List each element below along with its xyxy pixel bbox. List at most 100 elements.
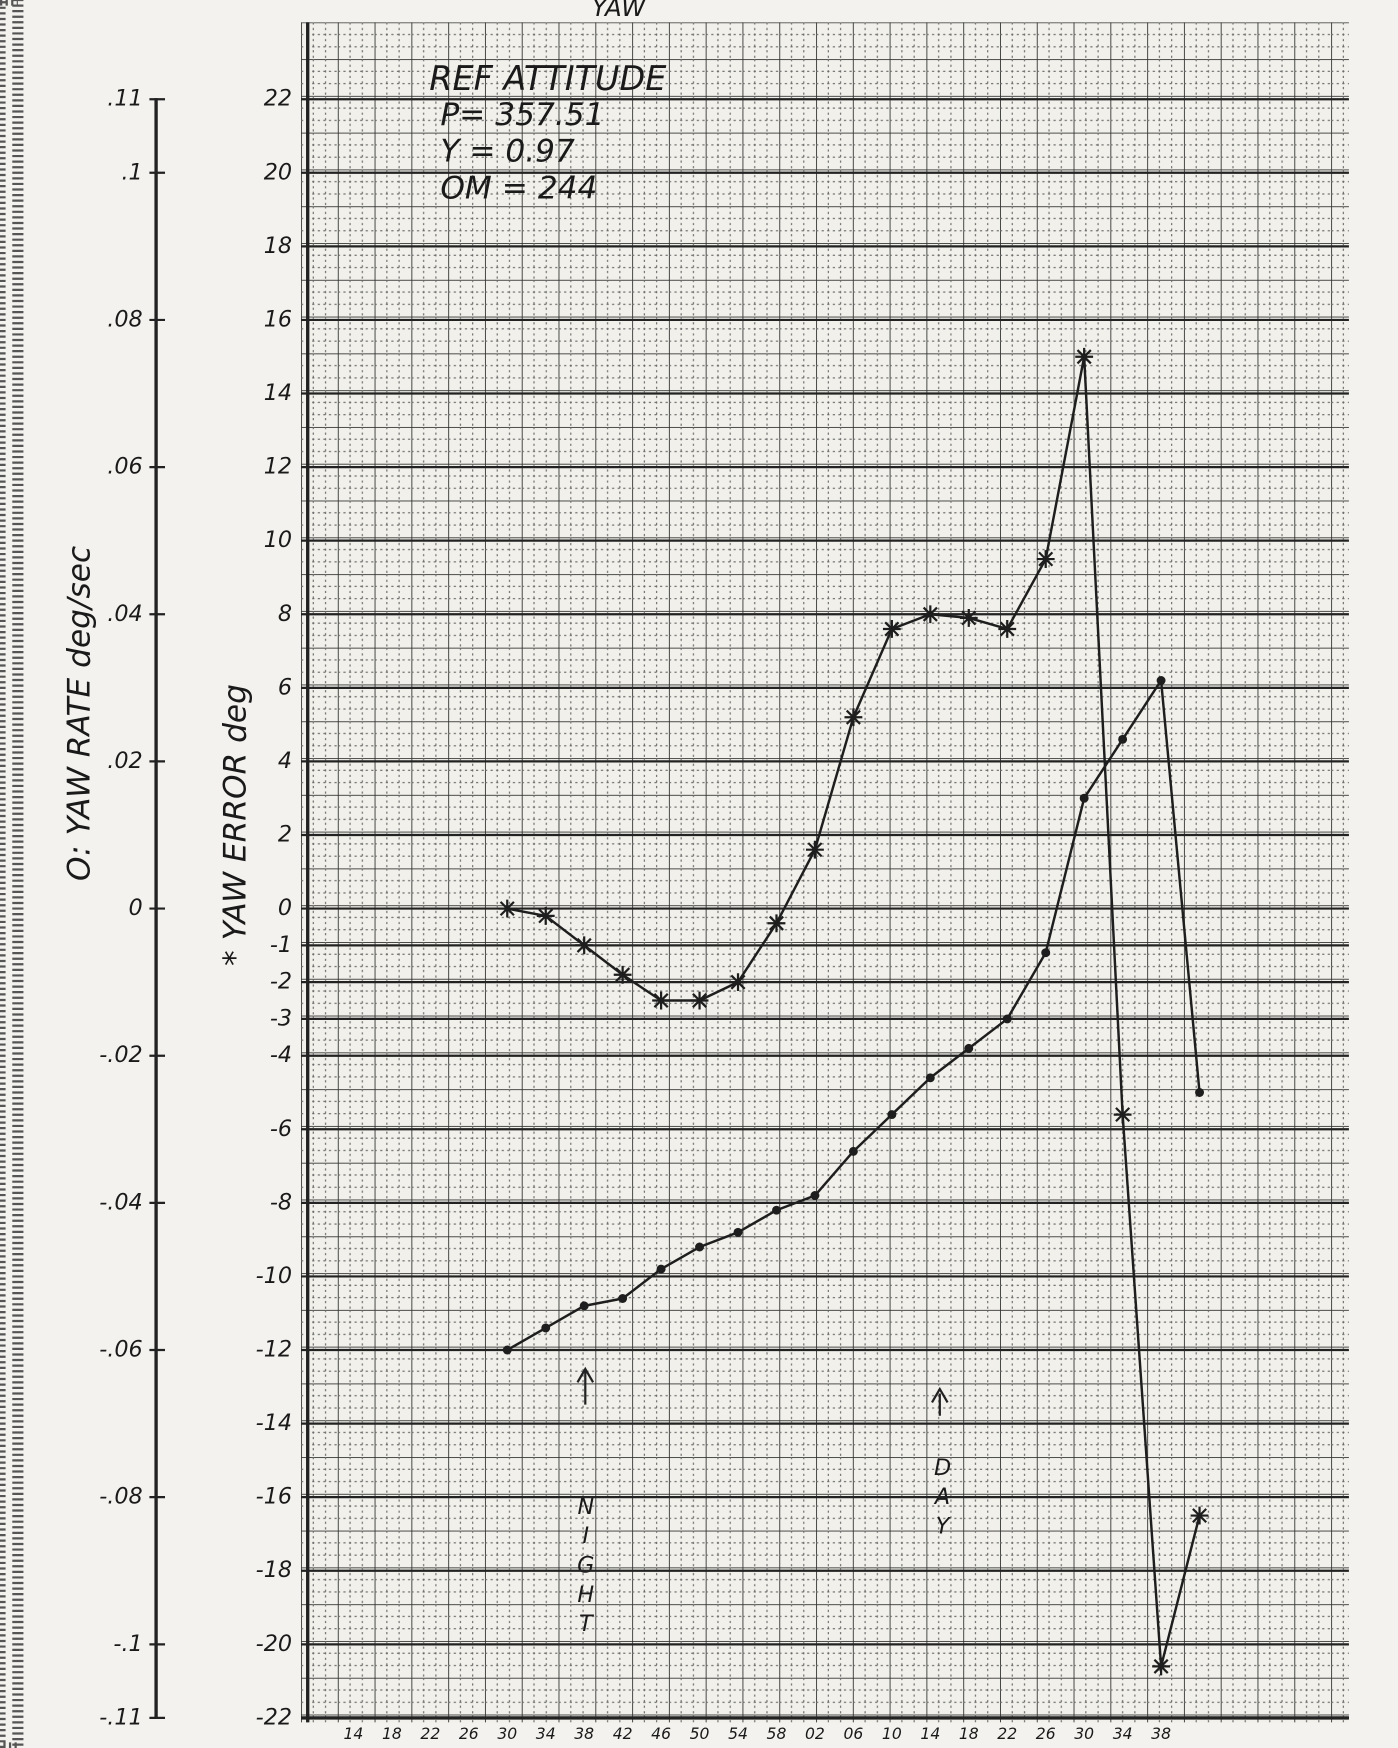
point-circle — [656, 1264, 666, 1274]
y-tick-label: -20 — [256, 1631, 292, 1657]
point-circle — [810, 1191, 820, 1200]
annotation: REF ATTITUDE — [429, 59, 667, 98]
y2-tick-label: -.1 — [113, 1631, 142, 1657]
y2-tick-label: 0 — [129, 895, 143, 921]
point-circle — [772, 1205, 781, 1215]
y2-tick-label: .02 — [107, 748, 142, 774]
point-circle — [925, 1073, 935, 1083]
perforation — [0, 0, 24, 1748]
x-tick-label: 22 — [997, 1725, 1017, 1743]
y-tick-label: -22 — [256, 1704, 292, 1730]
y-tick-label: 10 — [264, 527, 292, 553]
arrow — [931, 1386, 949, 1416]
point-star — [806, 840, 824, 859]
x-tick-label: 42 — [613, 1725, 633, 1743]
x-tick-label: 26 — [459, 1725, 479, 1743]
y-tick-label: 18 — [264, 233, 292, 259]
x-tick-label: 54 — [728, 1725, 748, 1743]
point-star — [959, 609, 978, 627]
point-circle — [1156, 676, 1166, 685]
point-star — [1190, 1506, 1209, 1525]
point-star — [767, 914, 786, 933]
x-tick-label: 18 — [959, 1725, 979, 1743]
x-tick-label: 30 — [1074, 1725, 1094, 1743]
x-tick-label: 02 — [805, 1725, 825, 1743]
y-tick-label: -4 — [270, 1042, 292, 1068]
point-circle — [579, 1301, 589, 1311]
point-circle — [1041, 948, 1051, 958]
y2-tick-label: -.11 — [99, 1704, 142, 1730]
x-tick-label: 50 — [690, 1725, 710, 1743]
x-tick-label: 26 — [1036, 1725, 1056, 1743]
y2-tick-label: .08 — [107, 306, 142, 332]
y-tick-label: -8 — [270, 1189, 292, 1215]
x-tick-label: 46 — [651, 1725, 671, 1743]
y2-tick-label: -.02 — [99, 1042, 142, 1068]
graph-paper — [301, 22, 1349, 1723]
point-circle — [848, 1146, 858, 1156]
y-tick-label: -6 — [270, 1116, 292, 1142]
point-star — [998, 620, 1017, 638]
point-star — [498, 899, 517, 918]
point-star — [613, 965, 632, 984]
point-star — [690, 991, 709, 1010]
point-star — [1075, 347, 1094, 366]
point-circle — [887, 1110, 897, 1120]
y-tick-label: -2 — [270, 969, 292, 995]
point-star — [1036, 550, 1055, 568]
point-circle — [1002, 1014, 1012, 1024]
point-star — [729, 973, 747, 992]
point-circle — [1079, 793, 1089, 803]
x-tick-label: 34 — [1113, 1725, 1133, 1743]
y-tick-label: 14 — [264, 380, 292, 406]
y-tick-label: 22 — [264, 86, 292, 112]
y-tick-label: -14 — [256, 1410, 292, 1436]
annotation: P= 357.51 — [440, 97, 604, 133]
period-label: NIGHT — [573, 1494, 599, 1641]
x-tick-label: 38 — [574, 1725, 594, 1743]
y2-tick-label: .04 — [107, 601, 142, 627]
y-tick-label: 0 — [278, 895, 292, 921]
chart-title: YAW — [592, 0, 646, 22]
y2-tick-label: .11 — [107, 86, 142, 112]
y-tick-label: -16 — [256, 1484, 292, 1510]
point-circle — [618, 1294, 628, 1303]
point-circle — [1195, 1088, 1205, 1097]
y-tick-label: 12 — [264, 454, 292, 480]
x-tick-label: 38 — [1151, 1725, 1171, 1743]
point-circle — [964, 1043, 974, 1053]
x-tick-label: 14 — [343, 1725, 363, 1743]
point-circle — [502, 1345, 512, 1355]
point-circle — [541, 1323, 551, 1333]
point-star — [536, 906, 555, 925]
point-star — [844, 708, 863, 727]
arrow — [576, 1366, 595, 1405]
y-tick-label: 16 — [264, 306, 292, 332]
y-tick-label: 4 — [278, 748, 292, 774]
point-star — [575, 936, 594, 955]
y-tick-label: 8 — [278, 601, 292, 627]
x-tick-label: 58 — [767, 1725, 787, 1743]
y2-axis-title: O: YAW RATE deg/sec — [61, 546, 97, 881]
point-star — [652, 991, 671, 1010]
point-star — [882, 620, 901, 638]
x-tick-label: 22 — [420, 1725, 440, 1743]
y-axis-title: * YAW ERROR deg — [217, 684, 253, 966]
annotation: OM = 244 — [440, 171, 597, 207]
y-tick-label: -3 — [270, 1005, 292, 1031]
y2-tick-label: -.08 — [99, 1484, 142, 1510]
y-tick-label: 6 — [278, 674, 292, 700]
y-tick-label: -12 — [256, 1337, 292, 1363]
y2-tick-label: .06 — [107, 454, 142, 480]
point-circle — [695, 1242, 705, 1252]
annotation: Y = 0.97 — [440, 134, 575, 170]
y2-tick-label: .1 — [121, 159, 142, 185]
point-star — [1152, 1657, 1171, 1676]
period-label: DAY — [930, 1455, 956, 1543]
y-tick-label: -1 — [270, 932, 292, 958]
x-tick-label: 18 — [382, 1725, 402, 1743]
point-circle — [733, 1227, 743, 1237]
y2-tick-label: -.04 — [99, 1189, 142, 1215]
